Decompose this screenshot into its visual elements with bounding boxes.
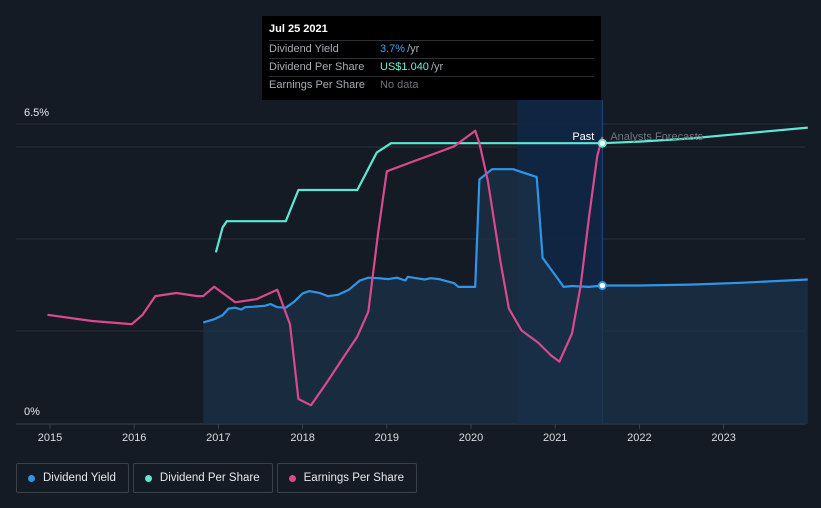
legend-label: Dividend Per Share [159, 472, 260, 484]
tooltip-row-unit: /yr [407, 43, 420, 55]
tooltip-row-label: Earnings Per Share [269, 79, 365, 91]
dividend-yield-dot [597, 281, 607, 291]
tooltip-date: Jul 25 2021 [269, 22, 594, 41]
series-markers [597, 138, 607, 291]
y-axis: 0% 6.5% [24, 107, 49, 418]
x-tick-label: 2016 [122, 432, 146, 444]
dividend-yield-line [202, 168, 808, 324]
legend-label: Earnings Per Share [303, 472, 404, 484]
tooltip: Jul 25 2021 Dividend Yield 3.7% /yr Divi… [262, 16, 601, 100]
x-tick-label: 2015 [38, 432, 62, 444]
legend-dot-dividend-per-share [144, 474, 152, 482]
legend-item-dividend-yield[interactable]: Dividend Yield [16, 463, 129, 493]
tooltip-row-label: Dividend Per Share [269, 61, 365, 73]
tooltip-row-value: 3.7% [380, 43, 406, 55]
legend: Dividend Yield Dividend Per Share Earnin… [16, 463, 417, 493]
x-tick-label: 2023 [711, 432, 735, 444]
series-lines [47, 126, 808, 407]
tooltip-row-label: Dividend Yield [269, 43, 339, 55]
dividend-per-share-dot [597, 138, 607, 148]
dividend-yield-area [203, 169, 808, 424]
tooltip-row-dividend-per-share: Dividend Per Share US$1.040 /yr [269, 59, 594, 77]
tooltip-row-value: US$1.040 [380, 61, 429, 73]
tooltip-row-unit: /yr [430, 61, 444, 73]
y-tick-label-max: 6.5% [24, 107, 49, 119]
past-label: Past [572, 131, 594, 143]
tooltip-row-dividend-yield: Dividend Yield 3.7% /yr [269, 41, 594, 59]
x-tick-label: 2018 [290, 432, 314, 444]
legend-item-earnings-per-share[interactable]: Earnings Per Share [276, 463, 417, 493]
x-axis: 2015 2016 2017 2018 2019 2020 2021 2022 2023 [38, 424, 736, 444]
legend-dot-earnings-per-share [288, 474, 296, 482]
tooltip-row-earnings-per-share: Earnings Per Share No data [269, 77, 594, 94]
x-tick-label: 2017 [206, 432, 230, 444]
tooltip-row-value: No data [380, 79, 419, 91]
x-tick-label: 2021 [543, 432, 567, 444]
series-areas [203, 169, 808, 424]
legend-dot-dividend-yield [28, 474, 35, 482]
legend-label: Dividend Yield [43, 472, 116, 484]
forecast-label: Analysts Forecasts [610, 131, 703, 143]
x-tick-label: 2020 [459, 432, 483, 444]
legend-item-dividend-per-share[interactable]: Dividend Per Share [132, 463, 273, 493]
past-forecast-markers: Past Analysts Forecasts [572, 131, 703, 143]
x-tick-label: 2019 [375, 432, 399, 444]
dividend-per-share-line [214, 126, 808, 253]
y-tick-label-min: 0% [24, 406, 40, 418]
earnings-per-share-line [47, 129, 604, 407]
x-tick-label: 2022 [627, 432, 651, 444]
